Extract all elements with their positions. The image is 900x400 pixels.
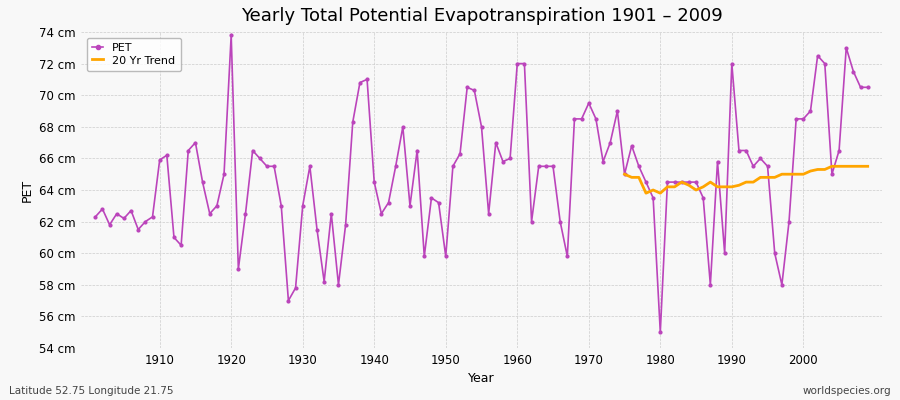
20 Yr Trend xyxy=(826,164,837,169)
20 Yr Trend xyxy=(712,184,723,189)
20 Yr Trend xyxy=(655,191,666,196)
20 Yr Trend xyxy=(777,172,788,177)
20 Yr Trend xyxy=(662,184,673,189)
20 Yr Trend xyxy=(755,175,766,180)
X-axis label: Year: Year xyxy=(468,372,495,385)
PET xyxy=(512,61,523,66)
20 Yr Trend xyxy=(734,183,744,188)
20 Yr Trend xyxy=(677,180,688,184)
20 Yr Trend xyxy=(690,188,701,192)
PET xyxy=(519,61,530,66)
Line: PET: PET xyxy=(94,34,869,334)
20 Yr Trend xyxy=(848,164,859,169)
20 Yr Trend xyxy=(641,191,652,196)
PET xyxy=(311,227,322,232)
PET xyxy=(605,140,616,145)
20 Yr Trend xyxy=(648,188,659,192)
Legend: PET, 20 Yr Trend: PET, 20 Yr Trend xyxy=(86,38,181,71)
Text: Latitude 52.75 Longitude 21.75: Latitude 52.75 Longitude 21.75 xyxy=(9,386,174,396)
20 Yr Trend xyxy=(770,175,780,180)
20 Yr Trend xyxy=(833,164,844,169)
20 Yr Trend xyxy=(806,169,816,174)
20 Yr Trend xyxy=(683,183,694,188)
20 Yr Trend xyxy=(619,172,630,177)
Text: worldspecies.org: worldspecies.org xyxy=(803,386,891,396)
20 Yr Trend xyxy=(698,184,708,189)
Title: Yearly Total Potential Evapotranspiration 1901 – 2009: Yearly Total Potential Evapotranspiratio… xyxy=(240,7,723,25)
20 Yr Trend xyxy=(634,175,644,180)
20 Yr Trend xyxy=(819,167,830,172)
20 Yr Trend xyxy=(705,180,716,184)
20 Yr Trend xyxy=(762,175,773,180)
20 Yr Trend xyxy=(791,172,802,177)
PET xyxy=(90,214,101,219)
20 Yr Trend xyxy=(670,184,680,189)
PET xyxy=(355,80,365,85)
Y-axis label: PET: PET xyxy=(21,178,33,202)
20 Yr Trend xyxy=(626,175,637,180)
PET xyxy=(655,330,666,335)
20 Yr Trend xyxy=(812,167,823,172)
20 Yr Trend xyxy=(855,164,866,169)
PET xyxy=(862,85,873,90)
20 Yr Trend xyxy=(841,164,851,169)
20 Yr Trend xyxy=(748,180,759,184)
20 Yr Trend xyxy=(741,180,751,184)
Line: 20 Yr Trend: 20 Yr Trend xyxy=(625,166,868,193)
20 Yr Trend xyxy=(798,172,809,177)
PET xyxy=(147,214,158,219)
20 Yr Trend xyxy=(862,164,873,169)
20 Yr Trend xyxy=(726,184,737,189)
20 Yr Trend xyxy=(784,172,795,177)
20 Yr Trend xyxy=(719,184,730,189)
PET xyxy=(226,33,237,38)
